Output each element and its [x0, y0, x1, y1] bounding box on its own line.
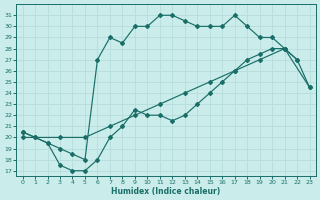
- X-axis label: Humidex (Indice chaleur): Humidex (Indice chaleur): [111, 187, 221, 196]
